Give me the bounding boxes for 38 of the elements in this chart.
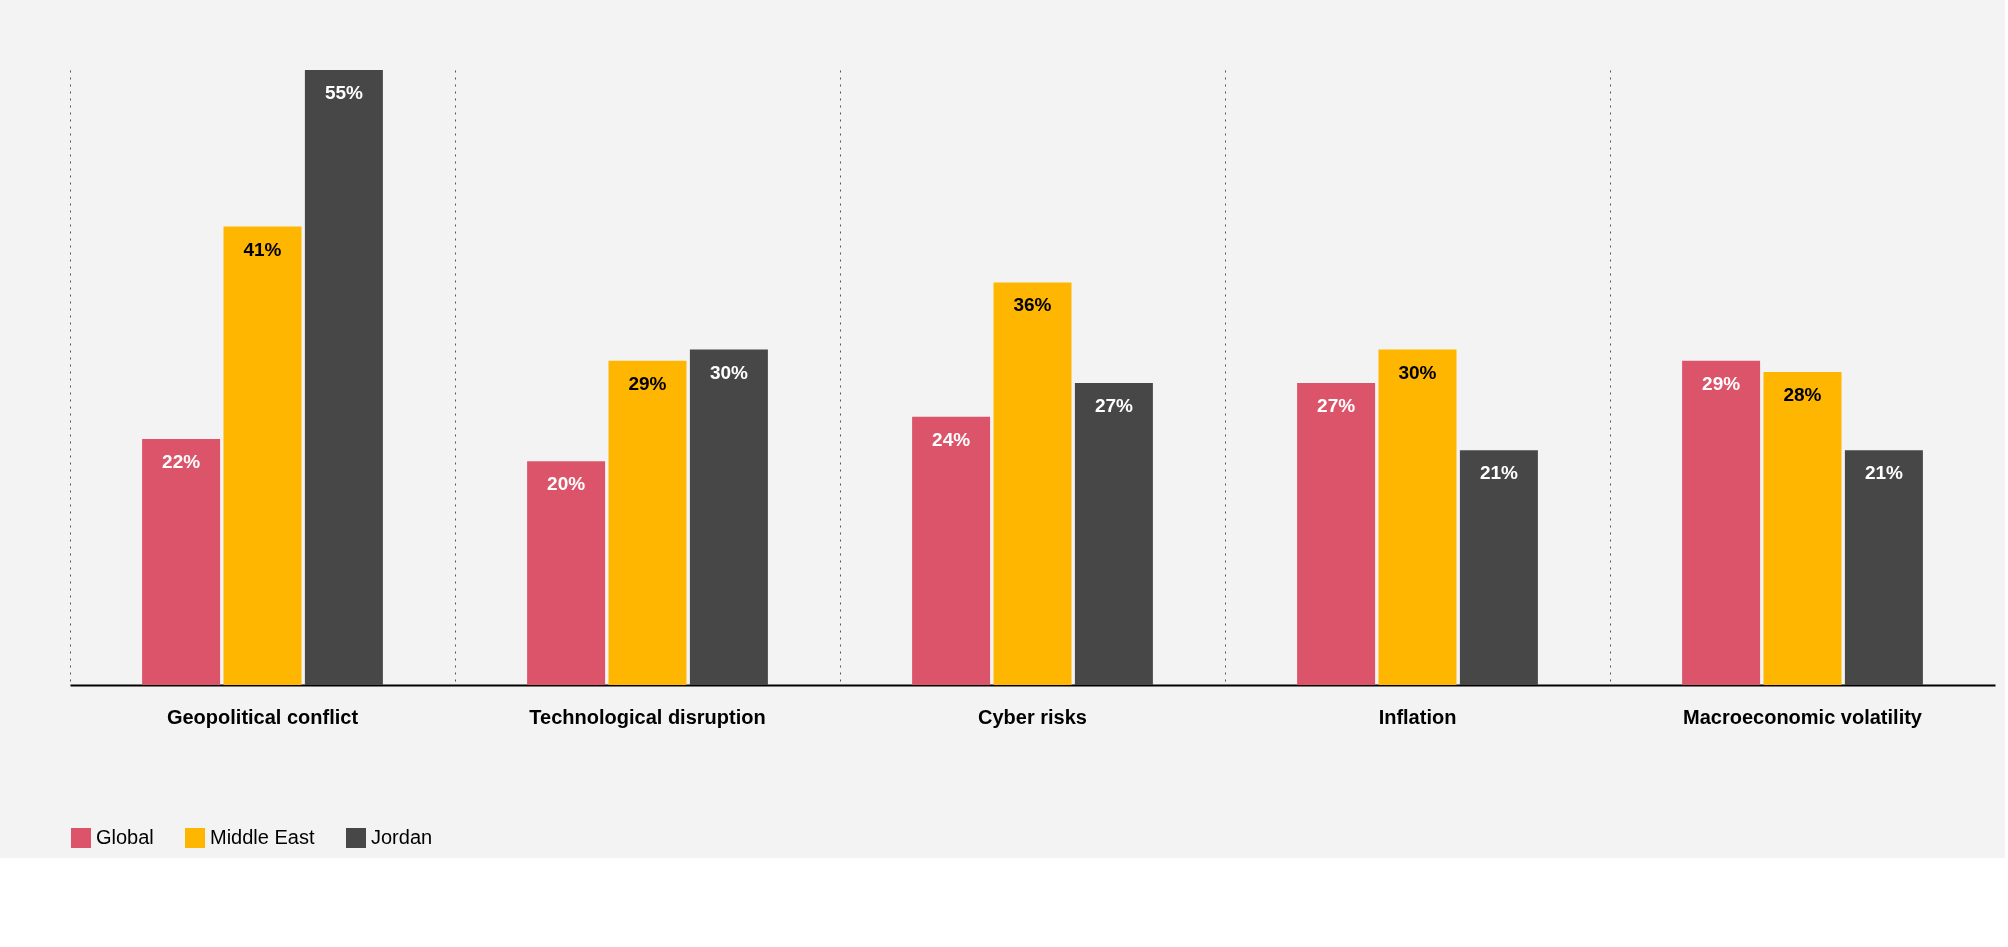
data-label: 29% (1702, 372, 1741, 394)
legend-label: Middle East (210, 826, 315, 848)
bar (527, 461, 606, 685)
x-tick-label: Technological disruption (529, 705, 766, 728)
data-label: 21% (1864, 462, 1904, 484)
bar (1844, 450, 1923, 685)
bar (689, 349, 768, 685)
legend-label: Jordan (371, 826, 433, 848)
legend-label: Global (96, 826, 154, 848)
data-label: 36% (1013, 294, 1052, 316)
x-tick-label: Cyber risks (978, 705, 1087, 728)
data-label: 41% (243, 238, 282, 260)
bar (1459, 450, 1538, 685)
bar (608, 360, 687, 685)
data-label: 22% (162, 451, 201, 472)
data-label: 21% (1479, 462, 1519, 484)
bar (142, 439, 221, 685)
x-tick-label: Macroeconomic volatility (1683, 705, 1923, 728)
data-label: 55% (324, 82, 364, 103)
bar (1378, 349, 1457, 685)
data-label: 30% (1398, 361, 1437, 383)
x-tick-label: Geopolitical conflict (166, 705, 359, 728)
x-tick-label: Inflation (1378, 705, 1457, 728)
bar (912, 416, 991, 685)
data-label: 20% (547, 473, 586, 495)
data-label: 27% (1094, 395, 1134, 417)
bar (993, 282, 1072, 685)
bar (223, 226, 302, 685)
bar (1682, 360, 1761, 685)
data-label: 24% (932, 428, 971, 450)
data-label: 29% (628, 372, 667, 394)
data-label: 28% (1783, 383, 1822, 405)
data-label: 27% (1317, 395, 1356, 417)
bar (1763, 371, 1842, 685)
bar (304, 70, 383, 685)
data-label: 30% (709, 361, 749, 383)
bar (1074, 383, 1153, 685)
bar (1297, 383, 1376, 685)
